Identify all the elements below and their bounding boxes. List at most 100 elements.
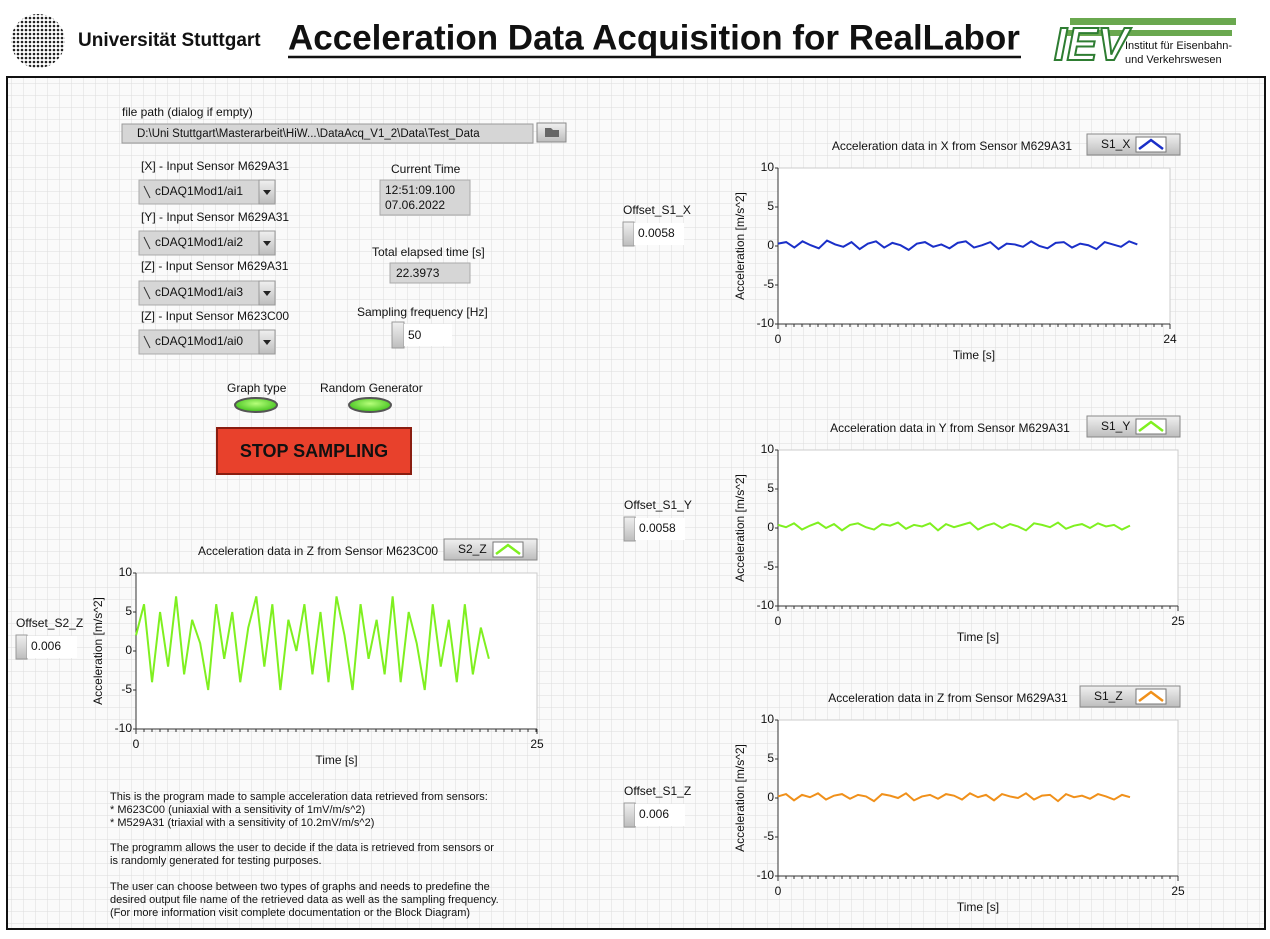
label: Sampling frequency [Hz] [357,305,488,319]
data-line [777,521,1131,532]
y-tick-label: 10 [119,565,133,579]
x-axis-label: Time [s] [953,348,995,362]
description: The programm allows the user to decide i… [110,842,494,854]
offset-field[interactable] [27,636,77,658]
y-tick-label: 5 [767,199,774,213]
label: Offset_S1_Z [624,784,691,798]
y-tick-label: -10 [757,598,775,612]
y-axis-label: Acceleration [m/s^2] [733,744,747,852]
spinner[interactable] [623,516,636,542]
dropdown[interactable] [138,329,260,355]
label: Random Generator [320,381,423,395]
offset-value: 0.0058 [638,226,675,240]
dropdown[interactable] [138,280,260,306]
legend-icon [492,541,524,558]
spinner[interactable] [622,221,635,247]
y-axis-label: Acceleration [m/s^2] [733,192,747,300]
path-value: D:\Uni Stuttgart\Masterarbeit\HiW...\Dat… [137,128,480,140]
description: The user can choose between two types of… [110,881,490,893]
x-tick-label: 0 [133,737,140,751]
x-tick-label: 0 [775,884,782,898]
offset-value: 0.0058 [639,521,676,535]
y-tick-label: 0 [767,790,774,804]
label: file path (dialog if empty) [122,105,253,119]
label: Current Time [391,162,461,176]
x-tick-label: 0 [775,614,782,628]
io-icon [143,335,151,349]
spinner[interactable] [623,802,636,828]
y-tick-label: -5 [763,829,774,843]
data-line [135,596,490,691]
legend-swatch [1138,420,1164,432]
x-tick-label: 25 [1171,614,1185,628]
y-tick-label: 10 [761,442,775,456]
stop-button[interactable] [216,427,412,475]
sampling-value: 50 [408,328,422,342]
legend-label: S1_Y [1101,419,1130,433]
y-tick-label: 0 [767,520,774,534]
time-field [379,179,471,216]
spinner[interactable] [15,634,28,660]
x-tick-label: 25 [530,737,544,751]
arrow [263,340,271,345]
y-tick-label: -10 [115,721,133,735]
data-line [777,792,1131,803]
y-tick-label: 5 [125,604,132,618]
offset-field[interactable] [635,518,685,540]
arrow [263,241,271,246]
label: Graph type [227,381,287,395]
offset-field[interactable] [634,223,684,245]
uni-logo [11,14,65,68]
x-axis-label: Time [s] [957,900,999,914]
led[interactable] [348,397,392,413]
spinner[interactable] [391,321,405,349]
offset-field[interactable] [635,804,685,826]
io-icon [143,185,151,199]
institute: Institut für Eisenbahn- [1125,40,1232,52]
legend-icon [1135,136,1167,153]
sampling-field[interactable] [404,324,452,346]
folder-icon [545,128,559,137]
x-tick-label: 24 [1163,332,1177,346]
y-tick-label: 5 [767,481,774,495]
label: Total elapsed time [s] [372,245,485,259]
y-tick-label: 5 [767,751,774,765]
label: Offset_S1_X [623,203,691,217]
y-tick-label: 10 [761,160,775,174]
legend-label: S2_Z [458,542,487,556]
iev-stripes [1066,18,1236,36]
description: This is the program made to sample accel… [110,791,488,803]
led[interactable] [234,397,278,413]
dropdown-value: cDAQ1Mod1/ai0 [155,334,243,348]
university: Universität Stuttgart [78,30,261,51]
x-tick-label: 25 [1171,884,1185,898]
chart-title: Acceleration data in X from Sensor M629A… [832,139,1072,153]
description: (For more information visit complete doc… [110,907,470,919]
y-tick-label: 10 [761,712,775,726]
label: [Y] - Input Sensor M629A31 [141,210,289,224]
offset-value: 0.006 [639,807,669,821]
y-tick-label: -5 [763,559,774,573]
y-tick-label: -5 [763,277,774,291]
dropdown[interactable] [138,230,260,256]
y-tick-label: -5 [121,682,132,696]
data-line [777,239,1138,252]
chart-title: Acceleration data in Y from Sensor M629A… [830,421,1070,435]
label: Offset_S2_Z [16,616,83,630]
x-axis-label: Time [s] [315,753,357,767]
legend-label: S1_Z [1094,689,1123,703]
x-tick-label: 0 [775,332,782,346]
stop-label: STOP SAMPLING [240,441,388,461]
io-icon [143,286,151,300]
elapsed-value: 22.3973 [396,266,440,280]
description: * M623C00 (uniaxial with a sensitivity o… [110,804,365,816]
description: * M529A31 (triaxial with a sensitivity o… [110,817,374,829]
description: is randomly generated for testing purpos… [110,855,322,867]
dropdown[interactable] [138,179,260,205]
iev-logo: IEV [1054,18,1131,70]
plot-area [777,167,1171,325]
dropdown-value: cDAQ1Mod1/ai1 [155,184,243,198]
path-field[interactable] [121,123,534,144]
arrow [263,190,271,195]
